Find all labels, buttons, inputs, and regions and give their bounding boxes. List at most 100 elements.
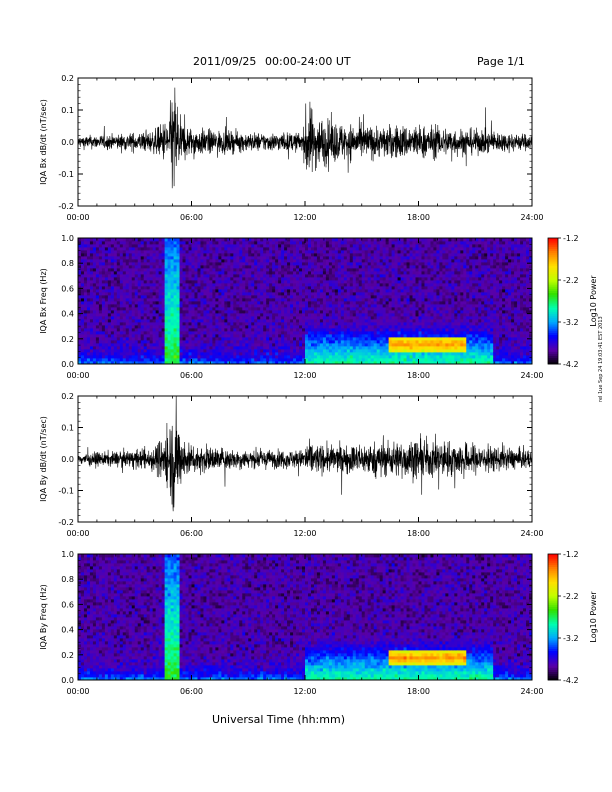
spectrogram-cell (218, 352, 222, 356)
spectrogram-cell (230, 244, 234, 248)
spectrogram-cell (116, 244, 121, 248)
spectrogram-cell (176, 343, 180, 347)
spectrogram-cell (185, 304, 189, 308)
spectrogram-cell (212, 253, 216, 257)
spectrogram-cell (382, 346, 387, 350)
spectrogram-cell (242, 274, 246, 278)
spectrogram-cell (101, 271, 106, 275)
spectrogram-cell (373, 256, 378, 260)
spectrogram-cell (358, 280, 363, 284)
spectrogram-cell (352, 319, 357, 323)
spectrogram-cell (158, 340, 163, 344)
spectrogram-cell (209, 352, 213, 356)
spectrogram-cell (95, 325, 100, 329)
spectrogram-cell (80, 274, 85, 278)
spectrogram-cell (239, 316, 243, 320)
spectrogram-cell (113, 313, 118, 317)
spectrogram-cell (284, 313, 288, 317)
spectrogram-cell (134, 298, 139, 302)
spectrogram-cell (197, 271, 201, 275)
spectrogram-cell (248, 277, 252, 281)
spectrogram-cell (307, 322, 312, 326)
spectrogram-cell (263, 265, 267, 269)
spectrogram-cell (209, 250, 213, 254)
spectrogram-cell (337, 355, 342, 359)
spectrogram-cell (370, 295, 375, 299)
spectrogram-cell (125, 313, 130, 317)
spectrogram-cell (352, 328, 357, 332)
spectrogram-cell (173, 244, 177, 248)
spectrogram-cell (397, 244, 401, 248)
spectrogram-cell (385, 337, 390, 341)
spectrogram-cell (257, 340, 261, 344)
spectrogram-cell (248, 331, 252, 335)
spectrogram-cell (218, 274, 222, 278)
spectrogram-cell (179, 298, 183, 302)
spectrogram-cell (397, 355, 401, 359)
spectrogram-cell (215, 259, 219, 263)
spectrogram-cell (245, 349, 249, 353)
spectrogram-cell (122, 355, 127, 359)
spectrogram-cell (296, 250, 300, 254)
spectrogram-cell (215, 304, 219, 308)
spectrogram-cell (352, 325, 357, 329)
spectrogram-cell (382, 271, 387, 275)
spectrogram-cell (78, 328, 82, 332)
spectrogram-cell (313, 295, 318, 299)
spectrogram-cell (325, 298, 330, 302)
spectrogram-cell (83, 286, 88, 290)
spectrogram-cell (143, 247, 148, 251)
spectrogram-cell (182, 244, 186, 248)
spectrogram-cell (352, 283, 357, 287)
spectrogram-cell (86, 337, 91, 341)
spectrogram-cell (310, 319, 315, 323)
spectrogram-cell (206, 289, 210, 293)
spectrogram-cell (179, 292, 183, 296)
spectrogram-cell (119, 280, 124, 284)
spectrogram-cell (158, 346, 163, 350)
spectrogram-cell (122, 295, 127, 299)
spectrogram-cell (86, 274, 91, 278)
spectrogram-cell (266, 316, 270, 320)
spectrogram-cell (200, 301, 204, 305)
spectrogram-cell (278, 286, 282, 290)
spectrogram-cell (302, 268, 306, 272)
spectrogram-cell (421, 319, 425, 323)
spectrogram-cell (391, 358, 396, 362)
spectrogram-cell (224, 268, 228, 272)
spectrogram-cell (415, 280, 419, 284)
spectrogram-cell (176, 319, 180, 323)
spectrogram-cell (260, 331, 264, 335)
spectrogram-cell (412, 361, 416, 365)
spectrogram-cell (230, 358, 234, 362)
spectrogram-cell (352, 280, 357, 284)
spectrogram-cell (221, 325, 225, 329)
spectrogram-cell (394, 268, 398, 272)
spectrogram-cell (257, 304, 261, 308)
spectrogram-cell (358, 361, 363, 365)
spectrogram-cell (218, 316, 222, 320)
spectrogram-cell (269, 301, 273, 305)
spectrogram-cell (197, 310, 201, 314)
spectrogram-cell (349, 349, 354, 353)
spectrogram-cell (400, 271, 404, 275)
spectrogram-cell (325, 301, 330, 305)
spectrogram-cell (236, 337, 240, 341)
spectrogram-cell (134, 265, 139, 269)
spectrogram-cell (155, 247, 160, 251)
spectrogram-cell (203, 274, 207, 278)
spectrogram-cell (143, 265, 148, 269)
spectrogram-cell (346, 361, 351, 365)
spectrogram-cell (230, 274, 234, 278)
spectrogram-cell (382, 295, 387, 299)
spectrogram-cell (197, 274, 201, 278)
spectrogram-cell (197, 322, 201, 326)
spectrogram-cell (287, 316, 291, 320)
spectrogram-cell (110, 286, 115, 290)
spectrogram-cell (328, 322, 333, 326)
spectrogram-cell (227, 265, 231, 269)
spectrogram-cell (98, 262, 103, 266)
spectrogram-cell (98, 340, 103, 344)
spectrogram-cell (194, 238, 198, 242)
spectrogram-cell (349, 238, 354, 242)
